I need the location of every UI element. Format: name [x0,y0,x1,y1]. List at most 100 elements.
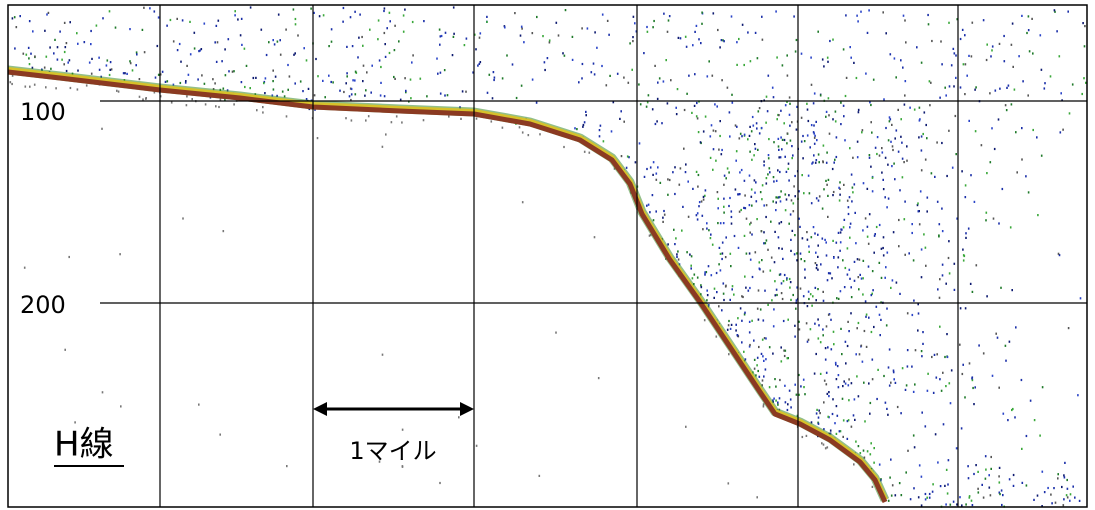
echo-dot [1072,486,1074,488]
echo-dot [830,272,832,274]
echo-dot [854,398,856,400]
echo-dot [768,138,770,140]
echo-dot [843,380,845,382]
echo-dot [789,103,791,105]
echo-dot [921,355,923,357]
echo-dot [862,277,864,279]
echo-dot [1022,482,1024,484]
echo-dot [712,169,714,171]
echo-dot [999,88,1001,90]
echo-dot [667,102,669,104]
echo-dot [657,82,659,84]
echo-dot [840,328,842,330]
echo-dot [739,171,741,173]
echo-dot [925,498,927,500]
echo-dot [848,213,850,215]
echo-dot [822,161,824,163]
echo-dot [745,287,747,289]
echo-dot [514,12,516,14]
echo-dot [813,226,815,228]
echo-dot [807,305,809,307]
echo-dot [130,62,132,64]
echo-dot [785,209,787,211]
echo-dot [776,180,778,182]
echo-dot [790,250,792,252]
echo-dot [205,103,207,105]
echo-dot [119,253,121,255]
echo-dot [757,357,759,359]
echo-dot [703,199,705,201]
echo-dot [774,231,776,233]
echo-dot [773,325,775,327]
echo-dot [837,415,839,417]
echo-dot [315,58,317,60]
echo-dot [918,136,920,138]
echo-dot [216,61,218,63]
echo-dot [55,87,57,89]
echo-dot [1028,15,1030,17]
echo-dot [143,7,145,9]
echo-dot [811,305,813,307]
echo-dot [900,118,902,120]
echo-dot [986,295,988,297]
echo-dot [858,111,860,113]
echo-dot [723,212,725,214]
echo-dot [765,358,767,360]
echo-dot [744,312,746,314]
echo-dot [823,444,825,446]
echo-dot [558,34,560,36]
echo-dot [354,79,356,81]
echo-dot [784,139,786,141]
echo-dot [867,236,869,238]
echo-dot [787,409,789,411]
echo-dot [892,279,894,281]
echo-dot [847,321,849,323]
echo-dot [970,174,972,176]
echo-dot [86,84,88,86]
echo-dot [843,226,845,228]
echo-dot [978,491,980,493]
echo-dot [492,97,494,99]
echo-dot [926,497,928,499]
echo-dot [792,230,794,232]
echo-dot [905,389,907,391]
echo-dot [766,96,768,98]
echo-dot [835,362,837,364]
echo-dot [439,44,441,46]
echo-dot [691,112,693,114]
echo-dot [812,295,814,297]
echo-dot [730,253,732,255]
echo-dot [961,170,963,172]
echo-dot [867,450,869,452]
echo-dot [868,266,870,268]
echo-dot [775,201,777,203]
echo-dot [944,485,946,487]
echo-dot [323,14,325,16]
echo-dot [274,43,276,45]
echo-dot [786,277,788,279]
echo-dot [778,138,780,140]
echo-dot [1054,9,1056,11]
echo-dot [810,328,812,330]
echo-dot [652,108,654,110]
echo-dot [861,278,863,280]
echo-dot [849,196,851,198]
echo-dot [465,91,467,93]
echo-dot [850,223,852,225]
echo-dot [869,413,871,415]
echo-dot [633,16,635,18]
echo-dot [922,331,924,333]
echo-dot [650,166,652,168]
echo-dot [753,125,755,127]
echo-dot [864,330,866,332]
echo-dot [1033,499,1035,501]
echo-dot [1011,289,1013,291]
echo-dot [398,40,400,42]
echo-dot [749,223,751,225]
echo-dot [410,79,412,81]
echo-dot [873,252,875,254]
echo-dot [249,87,251,89]
echo-dot [971,377,973,379]
echo-dot [774,280,776,282]
echo-dot [890,53,892,55]
